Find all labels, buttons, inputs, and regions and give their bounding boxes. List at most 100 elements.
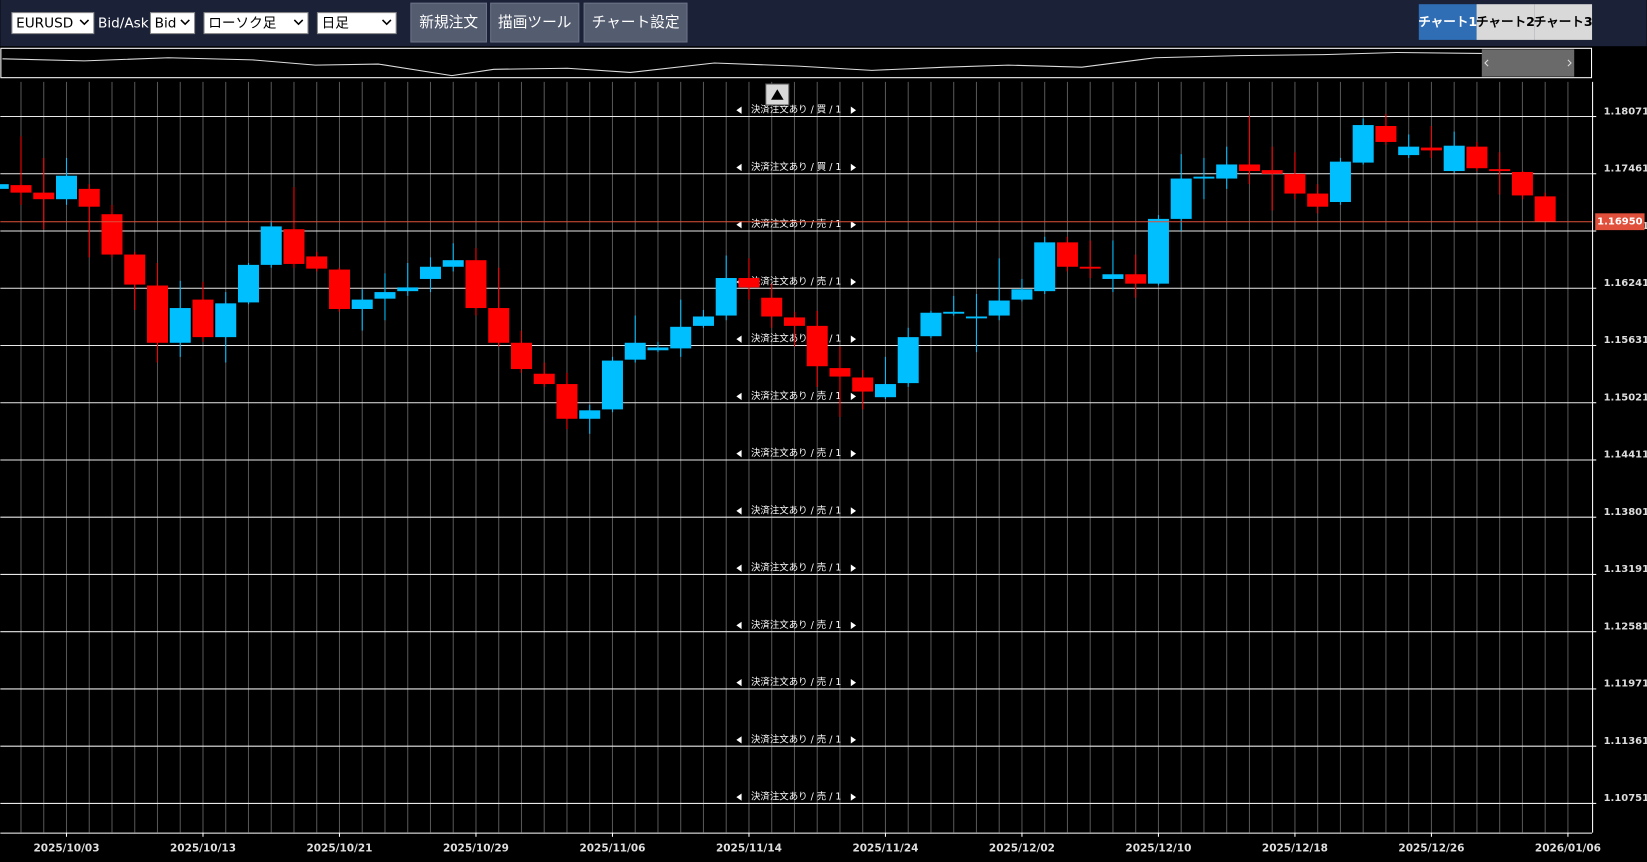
- candle-body: [874, 384, 896, 398]
- candle-body: [579, 410, 601, 419]
- order-label: 決済注文あり / 売 / 1: [751, 275, 841, 287]
- select-box: [149, 12, 196, 35]
- chevron: [79, 19, 90, 26]
- order-label: 決済注文あり / 売 / 1: [751, 504, 841, 516]
- chart-tab[interactable]: チャート1: [1418, 4, 1477, 40]
- y-tick-label: 1.11971: [1604, 679, 1647, 690]
- order-line-label[interactable]: 決済注文あり / 売 / 1: [736, 504, 857, 516]
- chevron: [381, 19, 392, 26]
- candle-body: [1193, 176, 1215, 179]
- arrow-right: [850, 449, 857, 458]
- candle-body: [829, 368, 851, 377]
- candle-body: [1056, 242, 1078, 267]
- axis-strip: [1592, 81, 1647, 833]
- x-tick-label: 2025/12/10: [1125, 842, 1191, 854]
- order-line-label[interactable]: 決済注文あり / 売 / 1: [736, 619, 857, 631]
- arrow-right: [850, 335, 857, 343]
- order-line-label[interactable]: 決済注文あり / 買 / 1: [736, 104, 857, 116]
- tab-label: チャート2: [1476, 14, 1535, 29]
- order-label: 決済注文あり / 売 / 1: [751, 791, 841, 803]
- candle-body: [1420, 147, 1442, 151]
- candle-body: [169, 308, 191, 343]
- candle-body: [215, 303, 237, 338]
- candle-body: [328, 269, 350, 309]
- timeframe-select[interactable]: 日足: [316, 12, 397, 35]
- select-box: [203, 12, 309, 35]
- candle-body: [192, 299, 214, 338]
- y-tick-label: 1.11361: [1604, 736, 1647, 747]
- order-line-label[interactable]: 決済注文あり / 売 / 1: [736, 218, 857, 230]
- toolbar: EURUSD Bid/Ask Bid ローソク足 日足 新規注文 描画ツール: [0, 0, 1647, 47]
- tab-bg: [1476, 4, 1535, 40]
- candle-body: [965, 316, 987, 319]
- candle-body: [1443, 145, 1465, 172]
- symbol-select[interactable]: EURUSD: [11, 12, 95, 35]
- navigator-line: [2, 51, 1571, 77]
- chart-kind: ローソク足: [208, 16, 276, 32]
- arrow-right: [850, 564, 857, 572]
- candle-body: [533, 373, 555, 385]
- current-price-box: [1595, 213, 1645, 231]
- order-line-label[interactable]: 決済注文あり / 売 / 1: [736, 333, 857, 345]
- candle-body: [510, 342, 532, 370]
- order-line-label[interactable]: 決済注文あり / 売 / 1: [736, 791, 857, 803]
- slider-arrows: [1484, 59, 1572, 67]
- candle-body: [306, 256, 328, 269]
- chart-kind-select[interactable]: ローソク足: [203, 12, 309, 35]
- order-line-label[interactable]: 決済注文あり / 売 / 1: [736, 390, 857, 402]
- candle-body: [852, 377, 874, 392]
- candle-body: [1489, 169, 1511, 172]
- order-line-label[interactable]: 決済注文あり / 売 / 1: [736, 676, 857, 688]
- candle-body: [1216, 164, 1238, 179]
- button-label: 描画ツール: [498, 14, 571, 31]
- scroll-up-button[interactable]: [765, 83, 790, 106]
- arrow-left: [736, 621, 742, 630]
- chart-tab[interactable]: チャート3: [1534, 4, 1593, 40]
- arrow-left: [736, 507, 742, 515]
- order-line-label[interactable]: 決済注文あり / 買 / 1: [736, 161, 857, 173]
- candle-body: [1511, 171, 1533, 196]
- navigator[interactable]: [0, 47, 1593, 79]
- candle-body: [988, 300, 1010, 316]
- order-label: 決済注文あり / 売 / 1: [751, 447, 841, 459]
- chart-tab[interactable]: チャート2: [1476, 4, 1535, 40]
- x-tick-label: 2025/11/24: [852, 842, 918, 854]
- order-label: 決済注文あり / 売 / 1: [751, 676, 841, 688]
- candle-body: [1147, 218, 1169, 284]
- tab-label: チャート3: [1534, 14, 1593, 29]
- candle-body: [1329, 161, 1351, 203]
- candle-body: [1011, 289, 1033, 300]
- candle-body: [1125, 274, 1147, 284]
- order-line-label[interactable]: 決済注文あり / 売 / 1: [736, 562, 857, 574]
- candle-body: [374, 292, 396, 299]
- button-bg: [583, 2, 688, 43]
- candle-body: [1307, 193, 1329, 207]
- arrow-right: [850, 621, 857, 630]
- price-side-select[interactable]: Bid: [149, 12, 196, 35]
- order-line-label[interactable]: 決済注文あり / 売 / 1: [736, 447, 857, 459]
- candle-body: [692, 316, 714, 326]
- arrow-left: [736, 678, 742, 687]
- order-label: 決済注文あり / 買 / 1: [751, 161, 841, 173]
- candle-body: [351, 299, 373, 309]
- chart-settings-button[interactable]: チャート設定: [583, 2, 688, 43]
- candle-body: [1170, 178, 1192, 219]
- symbol: EURUSD: [16, 16, 73, 32]
- new-order-button[interactable]: 新規注文: [410, 2, 487, 43]
- x-tick-label: 2025/12/02: [989, 842, 1055, 854]
- candle-body: [488, 308, 510, 343]
- candle-body: [761, 297, 783, 317]
- candle-body: [920, 312, 942, 337]
- candle-body: [1534, 196, 1556, 222]
- order-line-label[interactable]: 決済注文あり / 売 / 1: [736, 733, 857, 745]
- x-tick-label: 2025/12/18: [1262, 842, 1328, 854]
- button-label: 新規注文: [419, 14, 478, 31]
- candle-body: [806, 325, 828, 367]
- navigator-box: [0, 47, 1593, 79]
- x-tick-label: 2025/12/26: [1398, 842, 1464, 854]
- drawing-tools-button[interactable]: 描画ツール: [490, 2, 580, 43]
- candle-body: [1398, 146, 1420, 156]
- candle-body: [283, 229, 305, 264]
